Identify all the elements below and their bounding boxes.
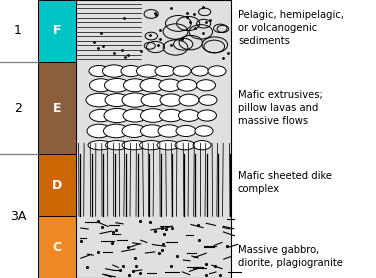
Ellipse shape <box>121 66 141 77</box>
Text: 3A: 3A <box>10 210 26 223</box>
Text: Mafic extrusives;
pillow lavas and
massive flows: Mafic extrusives; pillow lavas and massi… <box>238 90 323 126</box>
Ellipse shape <box>193 141 211 150</box>
Ellipse shape <box>136 65 159 77</box>
Ellipse shape <box>176 125 196 136</box>
Ellipse shape <box>122 93 148 107</box>
Ellipse shape <box>173 66 191 76</box>
Bar <box>38 62 76 155</box>
Bar <box>38 216 76 278</box>
Ellipse shape <box>140 78 164 92</box>
Ellipse shape <box>197 80 215 91</box>
Ellipse shape <box>89 66 109 77</box>
Text: 1: 1 <box>14 24 22 37</box>
Ellipse shape <box>86 93 112 107</box>
Ellipse shape <box>89 109 112 122</box>
Text: Massive gabbro,
diorite, plagiogranite: Massive gabbro, diorite, plagiogranite <box>238 245 343 268</box>
Ellipse shape <box>122 125 146 137</box>
Ellipse shape <box>141 94 165 106</box>
Ellipse shape <box>159 79 181 91</box>
Ellipse shape <box>199 95 217 105</box>
Ellipse shape <box>197 110 217 121</box>
Ellipse shape <box>179 94 199 106</box>
Ellipse shape <box>88 141 112 150</box>
Text: D: D <box>52 179 62 192</box>
Ellipse shape <box>141 125 164 137</box>
Ellipse shape <box>208 66 226 76</box>
Text: C: C <box>52 241 62 254</box>
Ellipse shape <box>87 124 111 138</box>
Ellipse shape <box>105 94 129 106</box>
Ellipse shape <box>123 79 147 92</box>
Ellipse shape <box>191 66 209 76</box>
Bar <box>76 0 231 278</box>
Ellipse shape <box>177 80 197 91</box>
Ellipse shape <box>89 79 112 92</box>
Ellipse shape <box>123 109 147 122</box>
Ellipse shape <box>159 109 182 122</box>
Ellipse shape <box>195 126 213 136</box>
Ellipse shape <box>175 141 195 150</box>
Ellipse shape <box>103 65 126 77</box>
Ellipse shape <box>106 141 129 150</box>
Text: F: F <box>53 24 61 37</box>
Ellipse shape <box>122 141 146 150</box>
Text: Pelagic, hemipelagic,
or volcanogenic
sediments: Pelagic, hemipelagic, or volcanogenic se… <box>238 10 344 46</box>
Ellipse shape <box>158 125 180 137</box>
Text: Mafic sheeted dike
complex: Mafic sheeted dike complex <box>238 171 332 194</box>
Bar <box>38 155 76 216</box>
Ellipse shape <box>104 108 130 123</box>
Ellipse shape <box>105 78 129 92</box>
Ellipse shape <box>179 110 200 121</box>
Ellipse shape <box>141 109 165 122</box>
Ellipse shape <box>139 141 162 150</box>
Ellipse shape <box>103 124 129 138</box>
Ellipse shape <box>157 141 179 150</box>
Ellipse shape <box>155 66 175 77</box>
Bar <box>38 0 76 62</box>
Text: 2: 2 <box>14 102 22 115</box>
Ellipse shape <box>160 94 182 106</box>
Text: E: E <box>53 102 61 115</box>
